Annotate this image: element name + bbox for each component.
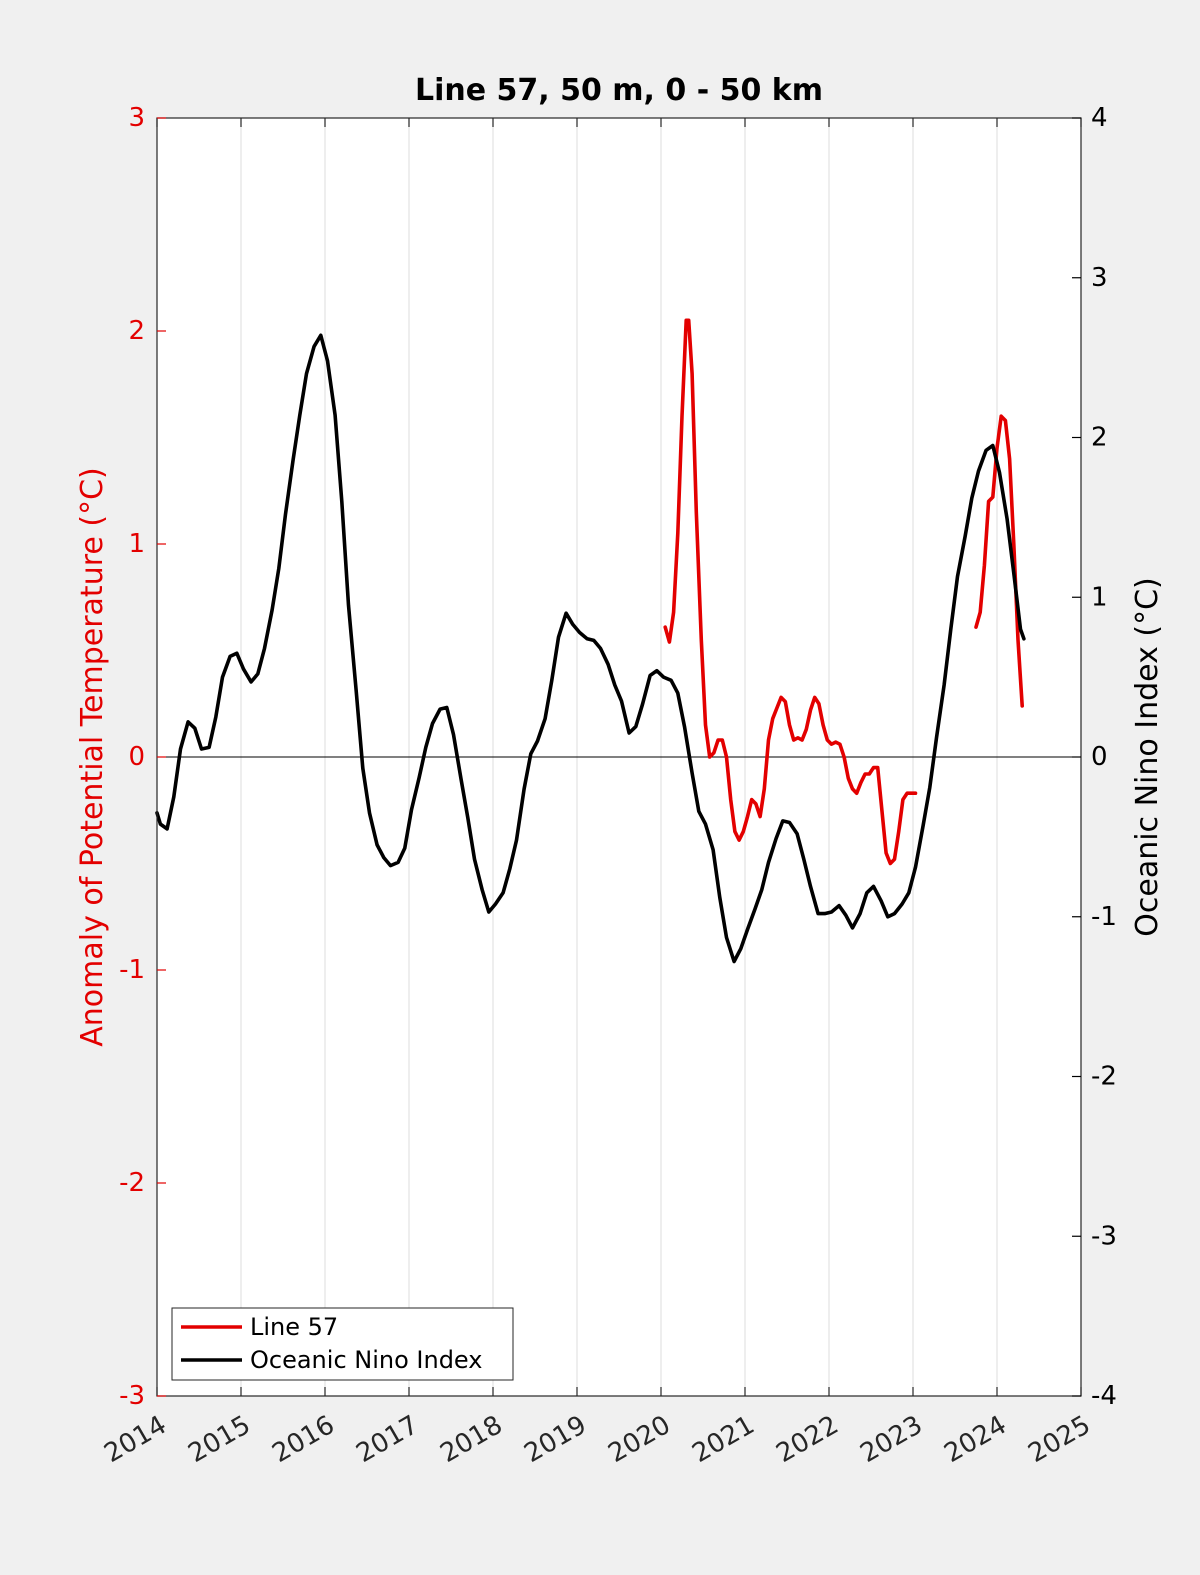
series-layer (155, 318, 1026, 964)
left-y-tick-label: -2 (119, 1168, 145, 1198)
legend-label-oceanic-nino-index: Oceanic Nino Index (250, 1346, 482, 1374)
x-tick-label: 2015 (183, 1410, 255, 1469)
right-y-tick-label: -4 (1091, 1381, 1117, 1411)
x-tick-label: 2022 (771, 1410, 843, 1469)
x-tick-label: 2017 (351, 1410, 423, 1469)
right-y-tick-label: -2 (1091, 1062, 1117, 1092)
left-y-tick-label: 0 (128, 742, 145, 772)
x-tick-label: 2019 (519, 1410, 591, 1469)
left-y-tick-label: -3 (119, 1381, 145, 1411)
legend-box (171, 1307, 514, 1381)
left-y-tick-label: -1 (119, 955, 145, 985)
left-y-tick-label: 1 (128, 529, 145, 559)
series-line-oceanic-nino-index-segment-1 (155, 333, 1026, 964)
series-line-line-57-segment-2 (974, 414, 1025, 708)
legend: Line 57 Oceanic Nino Index (171, 1307, 514, 1381)
right-y-tick-label: -3 (1091, 1221, 1117, 1251)
x-tick-label: 2024 (939, 1410, 1011, 1469)
right-y-tick-label: -1 (1091, 902, 1117, 932)
legend-label-line-57: Line 57 (250, 1313, 338, 1341)
right-y-tick-label: 0 (1091, 742, 1108, 772)
right-y-tick-label: 2 (1091, 423, 1108, 453)
left-y-tick-label: 2 (128, 316, 145, 346)
x-tick-label: 2025 (1023, 1410, 1095, 1469)
right-y-tick-label: 3 (1091, 263, 1108, 293)
chart-title: Line 57, 50 m, 0 - 50 km (415, 73, 823, 108)
x-tick-label: 2020 (603, 1410, 675, 1469)
left-y-tick-label: 3 (128, 103, 145, 133)
right-y-tick-label: 4 (1091, 103, 1108, 133)
right-y-tick-label: 1 (1091, 582, 1108, 612)
x-tick-label: 2023 (855, 1410, 927, 1469)
axis-ticks (156, 117, 1082, 1397)
right-axis-label: Oceanic Nino Index (°C) (1130, 577, 1165, 937)
x-tick-label: 2014 (99, 1410, 171, 1469)
x-tick-label: 2021 (687, 1410, 759, 1469)
x-tick-label: 2018 (435, 1410, 507, 1469)
x-tick-label: 2016 (267, 1410, 339, 1469)
series-line-line-57-segment-1 (663, 318, 918, 866)
left-axis-label: Anomaly of Potential Temperature (°C) (75, 467, 110, 1046)
